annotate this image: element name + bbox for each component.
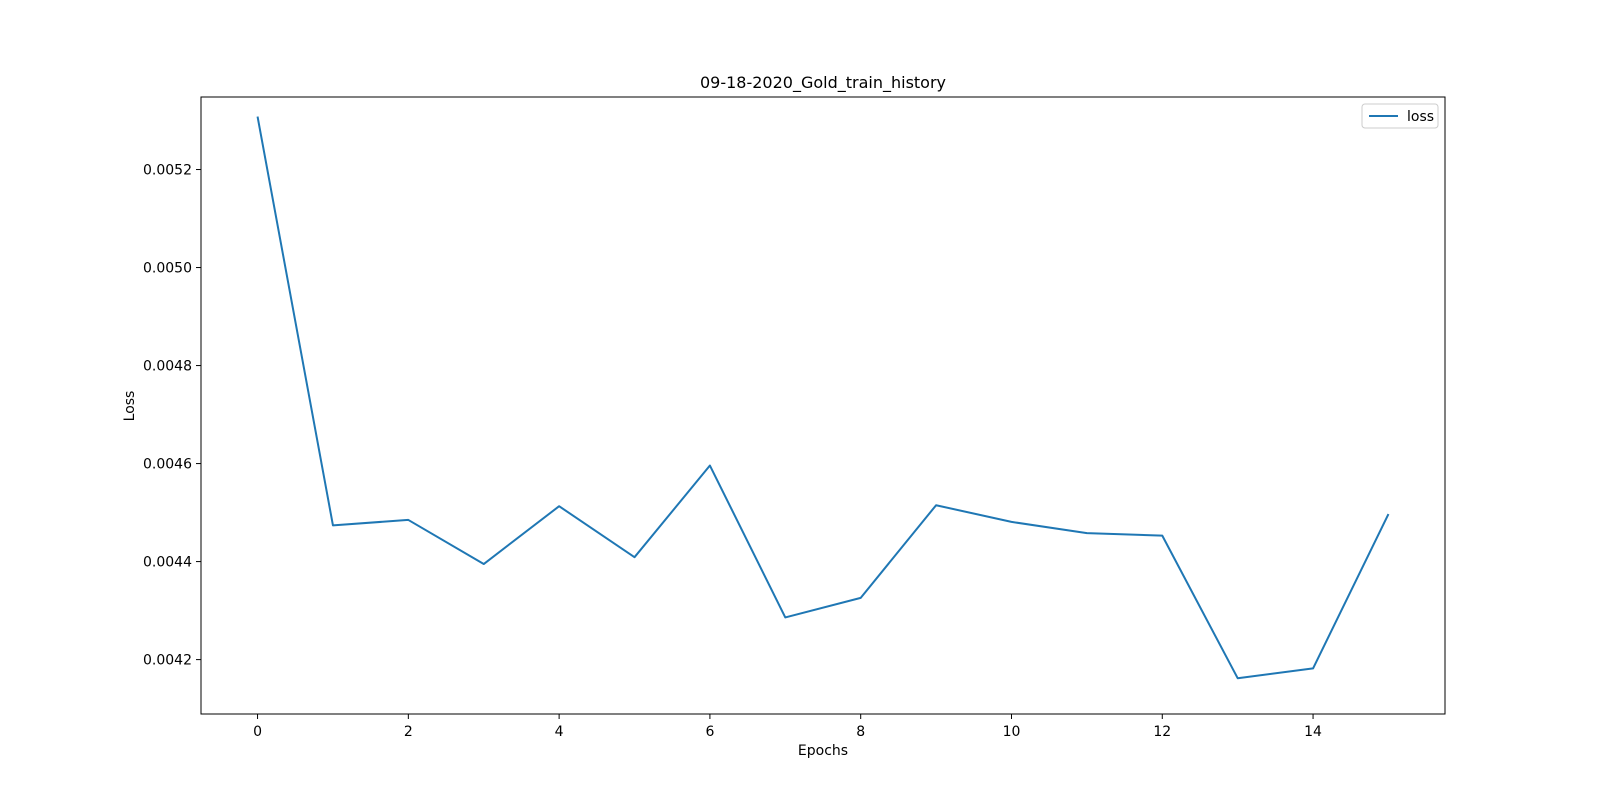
chart-title: 09-18-2020_Gold_train_history [700,73,946,93]
x-tick-label: 8 [856,724,865,740]
y-tick-label: 0.0048 [143,359,192,375]
x-axis-label: Epochs [798,743,848,759]
legend-label-loss: loss [1407,109,1434,125]
x-axis-ticks: 0 2 4 6 8 10 12 14 [253,714,1322,740]
x-tick-label: 2 [404,724,413,740]
y-tick-label: 0.0044 [143,555,192,571]
x-tick-label: 4 [555,724,564,740]
y-tick-label: 0.0046 [143,457,192,473]
y-axis-ticks: 0.0042 0.0044 0.0046 0.0048 0.0050 0.0052 [143,163,201,669]
y-tick-label: 0.0052 [143,163,192,179]
x-tick-label: 6 [705,724,714,740]
x-tick-label: 10 [1003,724,1021,740]
x-tick-label: 0 [253,724,262,740]
y-tick-label: 0.0042 [143,653,192,669]
legend: loss [1361,103,1439,129]
y-axis-label: Loss [122,391,138,422]
x-tick-label: 12 [1153,724,1171,740]
legend-box [1361,103,1439,129]
x-tick-label: 14 [1304,724,1322,740]
y-tick-label: 0.0050 [143,261,192,277]
plot-frame [200,96,1446,715]
series-line-loss [256,116,1390,680]
